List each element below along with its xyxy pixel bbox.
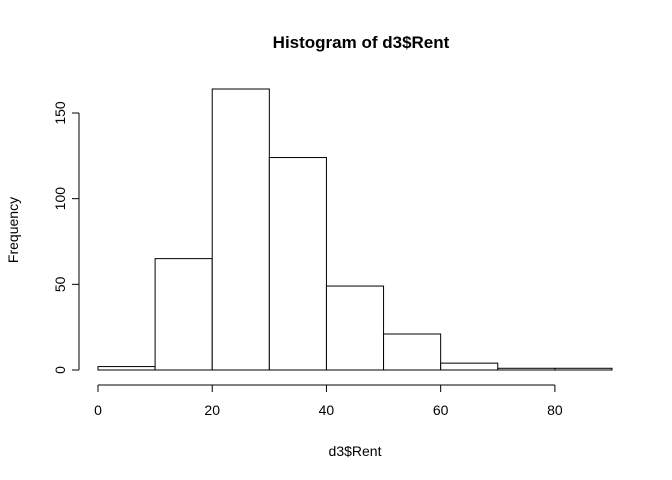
histogram-bar-8 bbox=[554, 367, 613, 371]
x-tick-label-80: 80 bbox=[547, 402, 563, 418]
histogram-bar-3 bbox=[268, 157, 327, 371]
x-tick-label-60: 60 bbox=[433, 402, 449, 418]
chart-title: Histogram of d3$Rent bbox=[273, 33, 450, 52]
x-axis: 0 20 40 60 80 bbox=[94, 384, 563, 418]
y-tick-label-100: 100 bbox=[52, 187, 68, 211]
x-tick-label-0: 0 bbox=[94, 402, 102, 418]
x-tick-label-40: 40 bbox=[319, 402, 335, 418]
y-axis: 0 50 100 150 bbox=[52, 101, 80, 374]
x-tick-label-20: 20 bbox=[204, 402, 220, 418]
bars-group bbox=[97, 88, 613, 371]
y-tick-label-0: 0 bbox=[52, 366, 68, 374]
histogram-bar-7 bbox=[497, 367, 556, 371]
histogram-bar-5 bbox=[383, 333, 442, 371]
histogram-bar-6 bbox=[440, 362, 499, 371]
y-tick-label-50: 50 bbox=[52, 276, 68, 292]
histogram-bar-0 bbox=[97, 366, 156, 371]
histogram-bar-1 bbox=[154, 258, 213, 371]
x-axis-label: d3$Rent bbox=[329, 443, 382, 459]
y-axis-label: Frequency bbox=[5, 197, 21, 263]
histogram-bar-2 bbox=[211, 88, 270, 371]
histogram-bar-4 bbox=[325, 285, 385, 371]
y-tick-label-150: 150 bbox=[52, 101, 68, 125]
